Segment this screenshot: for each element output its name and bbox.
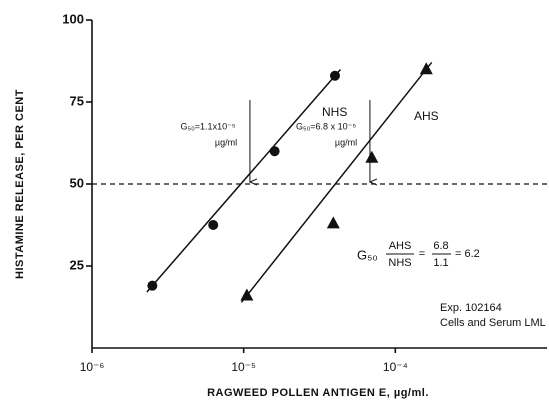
- y-axis-label: HISTAMINE RELEASE, PER CENT: [14, 89, 26, 279]
- marker: [419, 62, 433, 75]
- formula: =: [419, 248, 425, 260]
- note: Cells and Serum LML: [440, 317, 546, 329]
- marker: [147, 280, 158, 291]
- series-label: AHS: [414, 109, 439, 123]
- annotation-unit: µg/ml: [215, 137, 237, 147]
- formula: 6.8: [433, 240, 448, 252]
- marker: [326, 216, 340, 229]
- marker: [208, 220, 219, 230]
- fit-line: [146, 68, 342, 293]
- y-tick-label: 25: [70, 257, 84, 272]
- series-label: NHS: [322, 105, 347, 119]
- x-tick-label: 10⁻⁵: [231, 360, 256, 374]
- x-axis-label: RAGWEED POLLEN ANTIGEN E, µg/ml.: [207, 387, 429, 399]
- formula: NHS: [388, 257, 411, 269]
- formula: 1.1: [433, 257, 448, 269]
- annotation-unit: µg/ml: [335, 137, 357, 147]
- marker: [329, 70, 340, 81]
- y-tick-label: 50: [70, 175, 84, 190]
- fit-line: [240, 61, 433, 303]
- annotation-text: G₅₀=6.8 x 10⁻⁵: [296, 121, 356, 131]
- note: Exp. 102164: [440, 302, 502, 314]
- formula: G₅₀: [357, 247, 378, 262]
- y-tick-label: 100: [62, 11, 84, 26]
- x-tick-label: 10⁻⁴: [383, 360, 408, 374]
- formula: AHS: [389, 240, 412, 252]
- marker: [365, 150, 379, 163]
- x-tick-label: 10⁻⁶: [80, 360, 105, 374]
- y-tick-label: 75: [70, 93, 84, 108]
- annotation-text: G₅₀=1.1x10⁻⁵: [180, 121, 235, 131]
- marker: [269, 146, 280, 157]
- marker: [240, 288, 254, 301]
- formula: = 6.2: [455, 248, 480, 260]
